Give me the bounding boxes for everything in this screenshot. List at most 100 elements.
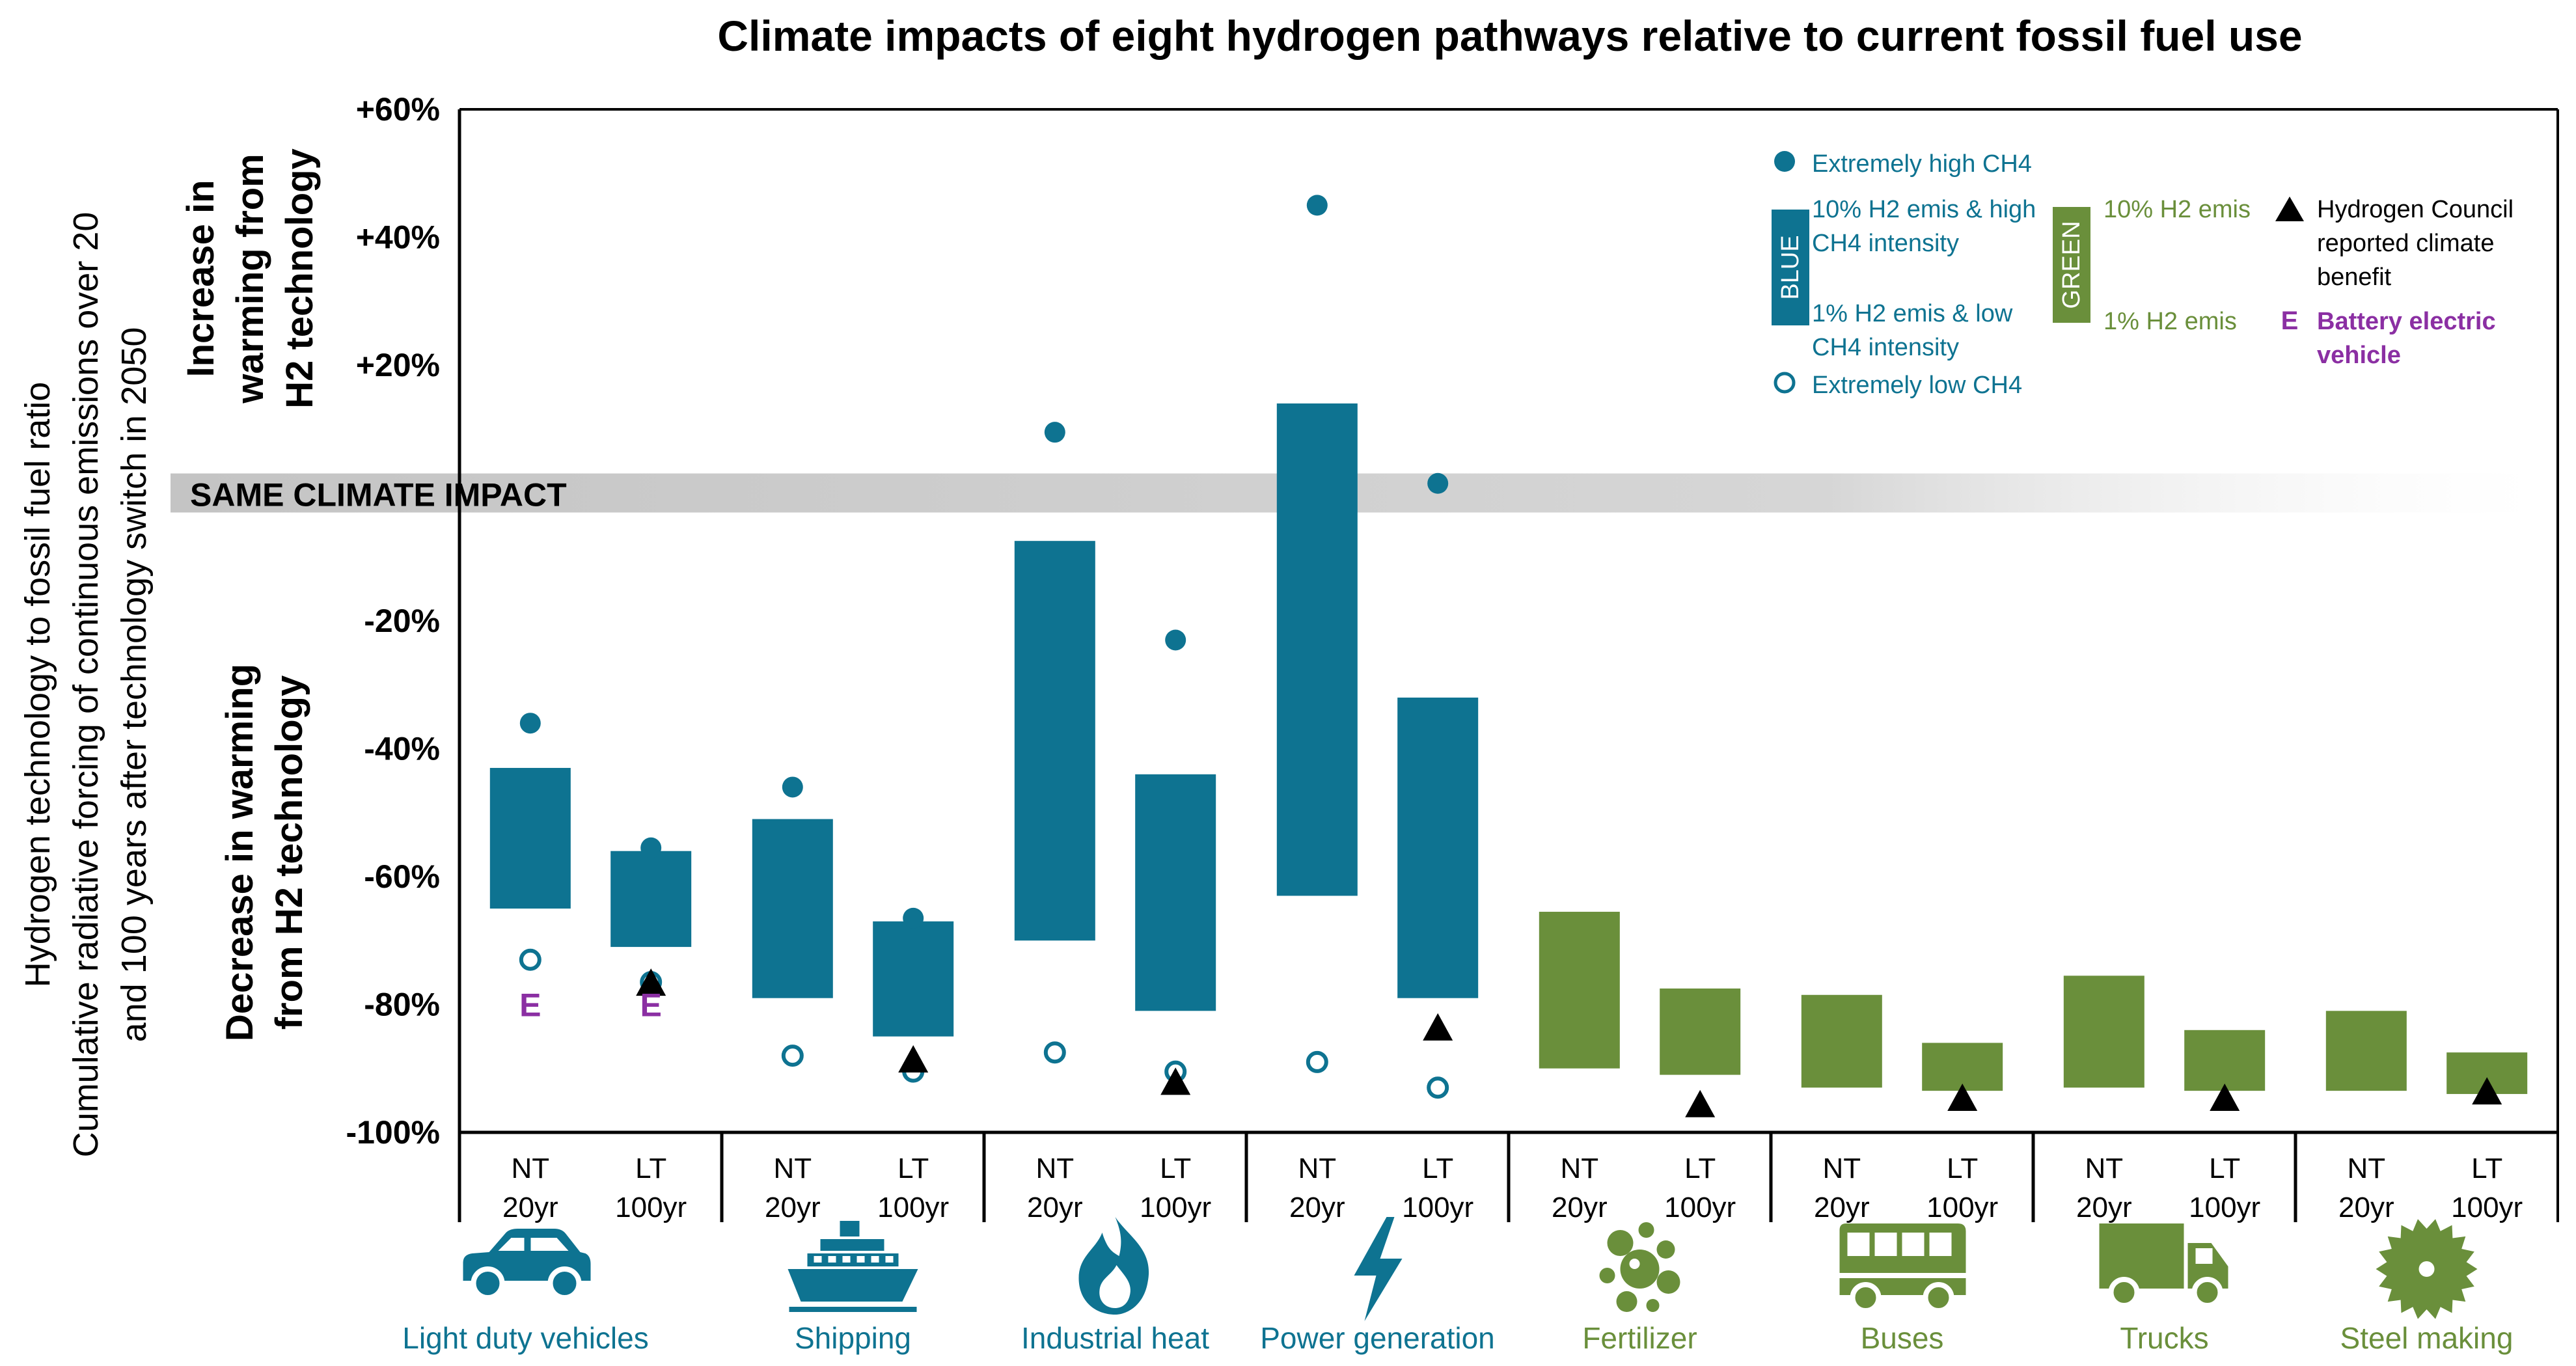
- hydrogen-council-marker: [2472, 1077, 2502, 1105]
- timeframe-label-top: LT: [1684, 1153, 1716, 1184]
- ship-window: [856, 1256, 865, 1263]
- legend-hydrogen-council-marker: [2275, 197, 2304, 221]
- bus-wheel: [1923, 1282, 1954, 1313]
- range-bar: [1539, 912, 1620, 1069]
- timeframe-label-bottom: 20yr: [1552, 1192, 1608, 1223]
- legend-extreme-high-marker: [1774, 151, 1795, 172]
- sector-label: Light duty vehicles: [402, 1321, 648, 1355]
- range-bar: [1922, 1043, 2003, 1091]
- car-wheel: [471, 1266, 505, 1300]
- truck-wheel: [2108, 1277, 2140, 1308]
- timeframe-label-bottom: 20yr: [2076, 1192, 2132, 1223]
- y-tick-label: -100%: [346, 1114, 440, 1151]
- car-wheel: [547, 1266, 582, 1300]
- range-bar: [873, 921, 954, 1037]
- y-axis-subtitle-line-2: and 100 years after technology switch in…: [115, 327, 154, 1043]
- truck-window: [2195, 1248, 2213, 1264]
- fertilizer-granule: [1646, 1299, 1660, 1312]
- range-bar: [610, 851, 692, 948]
- fertilizer-granule: [1599, 1268, 1615, 1283]
- hydrogen-council-marker: [898, 1045, 929, 1073]
- sector-label: Trucks: [2120, 1321, 2208, 1355]
- ship-window: [828, 1256, 836, 1263]
- lightning-icon: [1354, 1217, 1403, 1321]
- legend-blue-title: BLUE: [1777, 235, 1804, 299]
- increase-warming-label-line-1: Increase in: [180, 180, 222, 377]
- hydrogen-council-marker: [636, 968, 666, 996]
- legend-blue-high-line-2: CH4 intensity: [1812, 230, 1959, 257]
- timeframe-label-top: NT: [2085, 1153, 2123, 1184]
- bus-wheel: [1850, 1282, 1882, 1313]
- same-impact-label: SAME CLIMATE IMPACT: [190, 477, 567, 513]
- fertilizer-granule: [1656, 1270, 1680, 1294]
- decrease-warming-label-line-1: Decrease in warming: [219, 664, 261, 1041]
- battery-ev-marker: E: [640, 987, 662, 1024]
- bus-window: [1847, 1233, 1870, 1256]
- range-bar: [1397, 697, 1479, 998]
- extreme-low-ch4-point: [1043, 1041, 1066, 1064]
- sector-label: Buses: [1861, 1321, 1944, 1355]
- ship-window: [814, 1256, 822, 1263]
- range-bar: [2184, 1030, 2266, 1091]
- legend-extreme-low-label: Extremely low CH4: [1812, 372, 2022, 399]
- x-axis-layer: NT 20yr LT 100yr NT 20yr LT 100yr NT 20yr LT 100yr N…: [502, 1132, 2523, 1223]
- truck-wheel: [2191, 1277, 2223, 1308]
- fertilizer-granule: [1620, 1250, 1660, 1289]
- fertilizer-highlight: [1629, 1259, 1640, 1269]
- range-bar: [1276, 403, 1358, 896]
- hydrogen-council-marker: [1947, 1083, 1978, 1111]
- timeframe-label-bottom: 20yr: [502, 1192, 558, 1223]
- timeframe-label-top: LT: [2471, 1153, 2502, 1184]
- timeframe-label-top: NT: [1560, 1153, 1598, 1184]
- sector-label: Industrial heat: [1021, 1321, 1209, 1355]
- y-axis-subtitle-line-1: Cumulative radiative forcing of continuo…: [66, 212, 105, 1158]
- timeframe-label-bottom: 20yr: [1027, 1192, 1083, 1223]
- range-bar: [2063, 976, 2144, 1088]
- car-icon: [463, 1229, 591, 1300]
- extreme-high-ch4-point: [782, 776, 803, 798]
- sector-label: Fertilizer: [1582, 1321, 1697, 1355]
- fertilizer-granule: [1638, 1222, 1654, 1238]
- legend-blue-low-line-2: CH4 intensity: [1812, 334, 1959, 361]
- extreme-low-ch4-point: [1306, 1050, 1328, 1073]
- y-axis-title: Hydrogen technology to fossil fuel ratio: [18, 382, 57, 988]
- range-bar: [1801, 994, 1882, 1088]
- range-bar: [2325, 1011, 2407, 1091]
- legend-hydrogen-council-line-1: Hydrogen Council: [2317, 196, 2514, 223]
- sector-label: Power generation: [1260, 1321, 1495, 1355]
- range-bar: [1660, 988, 1741, 1075]
- axes-layer: +60% +40% +20% -20% -40% -60% -80% -100% Increas…: [180, 91, 2559, 1222]
- timeframe-label-top: LT: [1422, 1153, 1453, 1184]
- lightning-icon-shape: [1354, 1217, 1403, 1321]
- sector-label: Steel making: [2340, 1321, 2514, 1355]
- range-bar: [1014, 541, 1095, 941]
- extreme-low-ch4-point: [781, 1045, 804, 1067]
- y-tick-label: -60%: [364, 858, 440, 895]
- fertilizer-granule: [1616, 1291, 1637, 1312]
- hydrogen-council-marker: [1160, 1067, 1191, 1095]
- ship-window: [885, 1256, 894, 1263]
- legend-green-title: GREEN: [2058, 221, 2085, 308]
- sector-icons-layer: Light duty vehicles Shipping Industrial he…: [402, 1217, 2513, 1355]
- fertilizer-granule: [1656, 1240, 1675, 1259]
- ship-icon-shape: [820, 1239, 884, 1251]
- legend-extreme-high-label: Extremely high CH4: [1812, 150, 2032, 178]
- timeframe-label-bottom: 100yr: [1402, 1192, 1473, 1223]
- chart-title: Climate impacts of eight hydrogen pathwa…: [717, 12, 2302, 60]
- battery-ev-marker: E: [519, 987, 541, 1024]
- decrease-warming-label-line-2: from H2 technology: [268, 676, 310, 1030]
- timeframe-label-bottom: 100yr: [1140, 1192, 1211, 1223]
- car-window: [498, 1238, 569, 1251]
- truck-icon-shape: [2099, 1223, 2184, 1289]
- extreme-high-ch4-point: [1044, 422, 1065, 443]
- ship-icon: [788, 1221, 918, 1312]
- extreme-low-ch4-point: [1427, 1076, 1449, 1099]
- increase-warming-label-line-3: H2 technology: [279, 148, 321, 409]
- extreme-high-ch4-point: [640, 837, 662, 858]
- timeframe-label-top: NT: [1822, 1153, 1861, 1184]
- bus-icon: [1839, 1223, 1966, 1313]
- timeframe-label-top: LT: [897, 1153, 929, 1184]
- sawblade-icon: [2376, 1219, 2478, 1319]
- range-bar: [1135, 774, 1216, 1011]
